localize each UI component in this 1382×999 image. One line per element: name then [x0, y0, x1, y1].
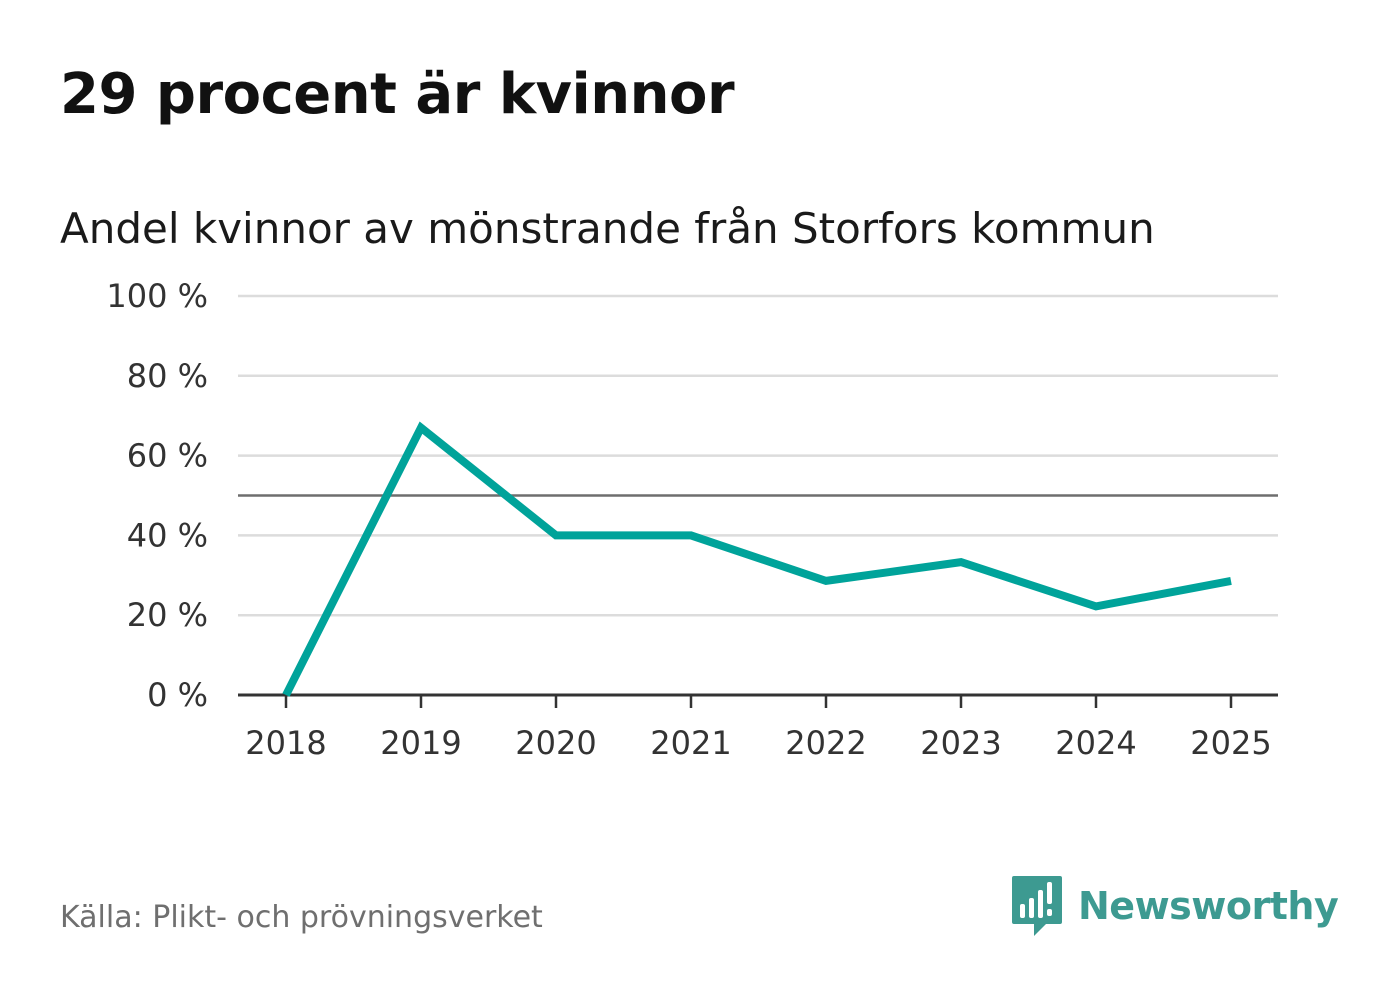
brand-logo: Newsworthy: [1012, 876, 1339, 936]
x-tick-label: 2020: [515, 724, 596, 762]
x-tick-label: 2021: [650, 724, 731, 762]
gridlines: [238, 294, 1278, 617]
y-tick-label: 80 %: [127, 357, 208, 395]
x-tick-label: 2023: [920, 724, 1001, 762]
chart-subtitle: Andel kvinnor av mönstrande från Storfor…: [60, 204, 1155, 253]
x-tick-label: 2019: [380, 724, 461, 762]
brand-name: Newsworthy: [1078, 884, 1339, 928]
y-tick-label: 60 %: [127, 437, 208, 475]
source-note: Källa: Plikt- och prövningsverket: [60, 900, 543, 935]
chart-title: 29 procent är kvinnor: [60, 62, 735, 127]
x-tick-label: 2024: [1055, 724, 1136, 762]
y-tick-label: 100 %: [106, 277, 208, 315]
newsworthy-logo-icon: [1012, 876, 1062, 936]
x-tick-label: 2022: [785, 724, 866, 762]
y-tick-label: 0 %: [147, 676, 208, 714]
series-group: [282, 421, 1232, 697]
y-tick-label: 20 %: [127, 596, 208, 634]
x-tick-labels: 2018 2019 2020 2021 2022 2023 2024 2025: [245, 724, 1271, 762]
x-tick-label: 2018: [245, 724, 326, 762]
series-line: [282, 421, 1232, 697]
axes: [238, 693, 1278, 708]
y-tick-labels: 0 % 20 % 40 % 60 % 80 % 100 %: [106, 277, 208, 714]
x-tick-label: 2025: [1190, 724, 1271, 762]
y-tick-label: 40 %: [127, 516, 208, 554]
